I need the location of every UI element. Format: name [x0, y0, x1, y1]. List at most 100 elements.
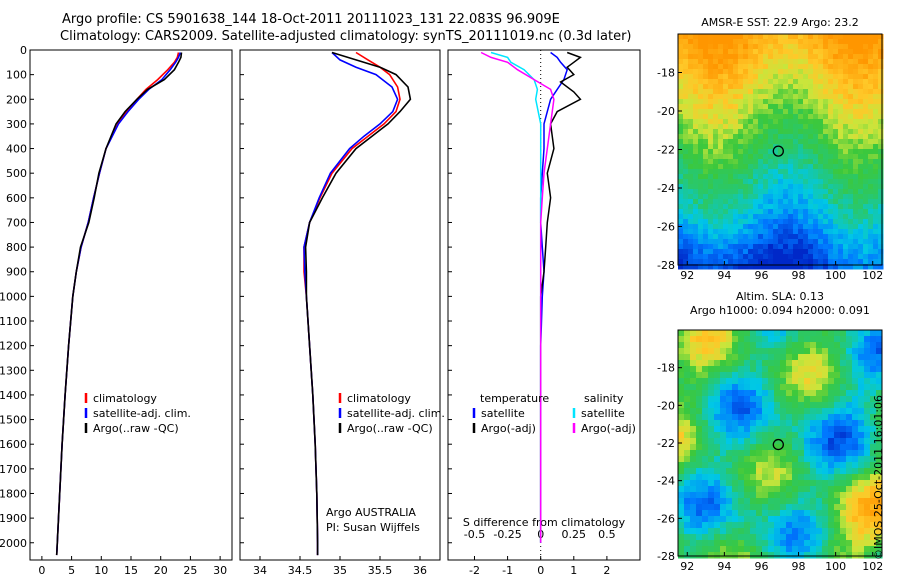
temp-ytick-label: 500 [6, 167, 27, 180]
sst-map-ytick-label: -20 [657, 105, 675, 118]
temp-series-line-1 [55, 52, 182, 556]
temp-ytick-label: 700 [6, 216, 27, 229]
sla-map-xtick-label: 92 [680, 560, 694, 573]
diff-t-legend-label-1: Argo(-adj) [481, 422, 536, 435]
sla-map-ytick-label: -18 [657, 362, 675, 375]
diff-series-line-0 [539, 51, 569, 543]
sst-map-xtick-label: 102 [862, 269, 883, 282]
sal-legend-label-1: satellite-adj. clim. [347, 407, 445, 420]
temp-series-line-0 [55, 52, 180, 556]
temp-ytick-label: 800 [6, 241, 27, 254]
diff-series-line-3 [480, 51, 555, 543]
temp-ytick-label: 2000 [0, 537, 27, 550]
diff-legend-salinity-title: salinity [584, 392, 624, 405]
temp-ytick-label: 1500 [0, 414, 27, 427]
temp-ytick-label: 1800 [0, 487, 27, 500]
diff-s-xtick-label: 0.5 [598, 528, 616, 541]
sst-map-argo-marker [772, 145, 784, 157]
sal-xtick-label: 35 [333, 564, 347, 577]
sla-map-ytick-label: -20 [657, 399, 675, 412]
climatology-title: Climatology: CARS2009. Satellite-adjuste… [60, 29, 632, 44]
sst-map-xtick-label: 92 [680, 269, 694, 282]
profile-title: Argo profile: CS 5901638_144 18-Oct-2011… [62, 12, 560, 27]
sst-map-title: AMSR-E SST: 22.9 Argo: 23.2 [701, 16, 859, 29]
diff-legend-temperature-title: temperature [480, 392, 549, 405]
temp-ytick-label: 1100 [0, 315, 27, 328]
temp-legend-label-2: Argo(..raw -QC) [93, 422, 179, 435]
diff-series-line-1 [539, 51, 582, 543]
diff-s-legend-label-0: satellite [581, 407, 625, 420]
temp-xtick-label: 30 [213, 564, 227, 577]
temp-ytick-label: 1200 [0, 340, 27, 353]
salinity-panel-frame [239, 49, 441, 561]
temp-xtick-label: 10 [94, 564, 108, 577]
diff-xtick-label: 2 [603, 564, 610, 577]
temp-ytick-label: 0 [20, 44, 27, 57]
temp-xtick-label: 0 [38, 564, 45, 577]
temp-ytick-label: 400 [6, 143, 27, 156]
temp-ytick-label: 1300 [0, 364, 27, 377]
sla-map-ytick-label: -22 [657, 437, 675, 450]
diff-xtick-label: 0 [537, 564, 544, 577]
diff-xtick-label: 1 [570, 564, 577, 577]
temp-ytick-label: 300 [6, 118, 27, 131]
diff-xtick-label: -2 [469, 564, 480, 577]
temp-ytick-label: 900 [6, 266, 27, 279]
sal-legend-label-2: Argo(..raw -QC) [347, 422, 433, 435]
diff-t-legend-label-0: satellite [481, 407, 525, 420]
sla-map-raster [678, 330, 883, 559]
sla-map-xtick-label: 96 [754, 560, 768, 573]
sal-series-line-0 [303, 51, 401, 556]
sal-xtick-label: 34 [253, 564, 267, 577]
sla-map-ytick-label: -24 [657, 475, 675, 488]
sst-map-xtick-label: 100 [825, 269, 846, 282]
temp-xtick-label: 15 [124, 564, 138, 577]
temp-legend-label-0: climatology [93, 392, 157, 405]
sst-map-xtick-label: 94 [717, 269, 731, 282]
temp-ytick-label: 200 [6, 93, 27, 106]
sal-xaxis-label: salinity [320, 578, 360, 580]
imos-watermark: ©IMOS 25-Oct-2011 16:01:06 [872, 394, 885, 560]
diff-s-axis-label: S difference from climatology [463, 516, 626, 529]
sla-map-xtick-label: 98 [792, 560, 806, 573]
diff-series-line-2 [490, 51, 542, 543]
sal-xtick-label: 34.5 [288, 564, 313, 577]
temp-xaxis-label: temperature (deg C) [74, 578, 187, 580]
difference-panel-frame [447, 49, 641, 561]
temp-legend-label-1: satellite-adj. clim. [93, 407, 191, 420]
sla-map-ytick-label: -28 [657, 550, 675, 563]
argo-australia-annotation: Argo AUSTRALIA [326, 506, 416, 519]
temp-xtick-label: 5 [68, 564, 75, 577]
sla-map-argo-marker [772, 438, 784, 451]
diff-s-xtick-label: -0.25 [493, 528, 521, 541]
sla-map-subtitle: Argo h1000: 0.094 h2000: 0.091 [690, 304, 870, 317]
temp-ytick-label: 1000 [0, 290, 27, 303]
sst-map-ytick-label: -26 [657, 221, 675, 234]
sst-map-ytick-label: -18 [657, 67, 675, 80]
sal-series-line-2 [304, 51, 412, 556]
sla-map-xtick-label: 102 [862, 560, 883, 573]
diff-xtick-label: -1 [502, 564, 513, 577]
sst-map-raster [678, 34, 884, 270]
temp-xtick-label: 20 [154, 564, 168, 577]
sst-map-xtick-label: 98 [792, 269, 806, 282]
sla-map-xtick-label: 100 [825, 560, 846, 573]
diff-s-xtick-label: 0.25 [562, 528, 587, 541]
sal-legend-label-0: climatology [347, 392, 411, 405]
sal-xtick-label: 35.5 [368, 564, 393, 577]
diff-s-legend-label-1: Argo(-adj) [581, 422, 636, 435]
sal-xtick-label: 36 [413, 564, 427, 577]
temp-ytick-label: 1600 [0, 438, 27, 451]
sst-map-ytick-label: -22 [657, 144, 675, 157]
pi-annotation: PI: Susan Wijffels [326, 521, 420, 534]
temp-ytick-label: 1400 [0, 389, 27, 402]
diff-t-axis-label: T difference from climatology [462, 578, 625, 580]
temp-ytick-label: 1900 [0, 512, 27, 525]
temp-xtick-label: 25 [183, 564, 197, 577]
sla-map-title: Altim. SLA: 0.13 [736, 290, 824, 303]
temp-ytick-label: 1700 [0, 463, 27, 476]
diff-s-xtick-label: -0.5 [464, 528, 485, 541]
sst-map-xtick-label: 96 [754, 269, 768, 282]
sst-map-ytick-label: -24 [657, 182, 675, 195]
